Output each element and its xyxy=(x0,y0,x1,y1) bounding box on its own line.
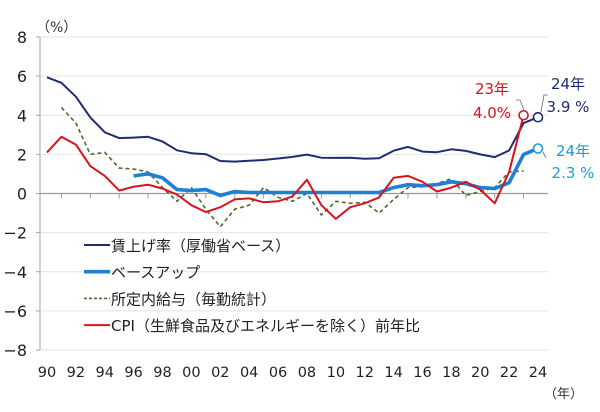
x-tick-label: 12 xyxy=(355,365,373,381)
annotation-year: 24年 xyxy=(556,142,590,160)
x-tick-label: 98 xyxy=(153,365,171,381)
x-tick-label: 10 xyxy=(327,365,345,381)
x-tick-label: 20 xyxy=(471,365,489,381)
x-tick-label: 16 xyxy=(413,365,431,381)
x-tick-label: 18 xyxy=(442,365,460,381)
series-line-3 xyxy=(46,115,525,220)
highlight-marker xyxy=(518,109,529,121)
y-tick-label: 8 xyxy=(17,28,27,47)
x-tick-label: 24 xyxy=(529,365,547,381)
annotations: 23年 4.0% 24年 3.9 % 24年 2.3 % xyxy=(473,75,595,182)
y-tick-label: −8 xyxy=(3,341,27,360)
x-tick-label: 96 xyxy=(124,365,142,381)
highlight-marker xyxy=(532,143,544,154)
x-tick-label: 22 xyxy=(500,365,518,381)
annotation-value: 3.9 % xyxy=(547,98,590,116)
x-tick-label: 02 xyxy=(211,365,229,381)
x-tick-label: 06 xyxy=(269,365,287,381)
annotation-value: 2.3 % xyxy=(552,164,595,182)
leader-line xyxy=(542,151,547,159)
annotation-value: 4.0% xyxy=(473,104,511,122)
y-tick-label: −6 xyxy=(3,302,27,321)
y-tick-label: 0 xyxy=(17,185,27,204)
x-tick-label: 00 xyxy=(182,365,200,381)
y-tick-label: −2 xyxy=(3,224,27,243)
y-tick-label: 6 xyxy=(17,67,27,86)
y-axis-unit: （%） xyxy=(36,20,77,36)
highlight-marker xyxy=(532,111,544,123)
series-line-2 xyxy=(60,106,524,228)
y-tick-label: −4 xyxy=(3,263,27,282)
x-tick-label: 92 xyxy=(67,365,85,381)
x-tick-label: 94 xyxy=(96,365,114,381)
leader-line xyxy=(540,94,548,113)
x-tick-label: 14 xyxy=(384,365,402,381)
annotation-year: 23年 xyxy=(475,80,509,98)
series-line-0 xyxy=(46,76,539,163)
series-lines xyxy=(46,76,539,228)
y-tick-label: 2 xyxy=(17,145,27,164)
x-axis-unit: （年） xyxy=(544,387,583,402)
y-tick-label: 4 xyxy=(17,106,27,125)
legend-label: 所定内給与（毎勤統計） xyxy=(111,290,276,308)
x-tick-label: 04 xyxy=(240,365,258,381)
gridlines xyxy=(40,36,548,351)
leader-line xyxy=(516,99,525,111)
legend-label: CPI（生鮮食品及びエネルギーを除く）前年比 xyxy=(111,317,420,335)
annotation-year: 24年 xyxy=(551,75,585,93)
x-tick-label: 08 xyxy=(298,365,316,381)
x-tick-label: 90 xyxy=(38,365,56,381)
legend-label: 賃上げ率（厚働省ベース） xyxy=(111,237,290,255)
legend-label: ベースアップ xyxy=(111,264,200,282)
